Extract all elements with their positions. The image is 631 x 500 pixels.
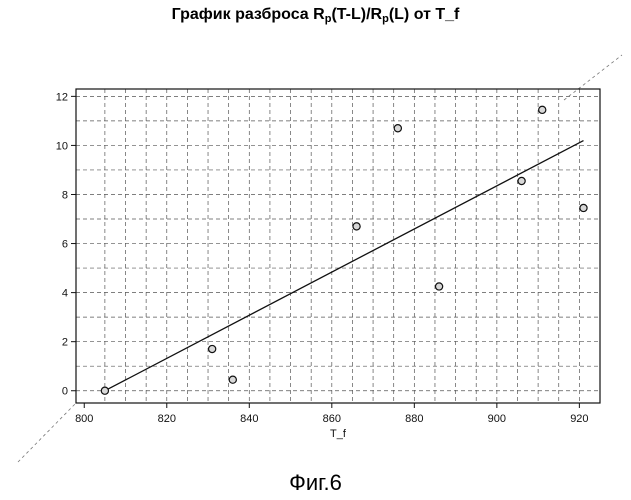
- decor-line-upper: [563, 54, 623, 101]
- fit-line: [104, 139, 584, 392]
- y-axis: 0 2 4 6 8 10 12: [56, 91, 76, 398]
- data-point: [100, 386, 110, 395]
- data-point: [517, 176, 526, 186]
- x-tick-label: 820: [158, 413, 176, 425]
- figure-caption: Фиг.6: [289, 470, 342, 495]
- plot-frame: [75, 88, 601, 404]
- y-tick-label: 2: [62, 337, 68, 349]
- data-points: [100, 105, 588, 395]
- decor-line-lower: [17, 402, 77, 463]
- data-point: [579, 203, 588, 213]
- data-point: [207, 344, 217, 354]
- data-point: [352, 222, 361, 231]
- y-tick-label: 6: [62, 239, 68, 251]
- y-tick-label: 12: [56, 91, 68, 103]
- x-tick-label: 860: [323, 413, 341, 425]
- x-axis-label: T_f: [330, 428, 347, 440]
- y-tick-label: 0: [62, 386, 68, 398]
- scan-artifacts: [17, 54, 623, 463]
- grid: [76, 89, 600, 403]
- x-axis: 800 820 840 860 880 900 920: [75, 403, 589, 425]
- data-point: [393, 124, 403, 133]
- y-tick-label: 10: [56, 140, 68, 152]
- x-tick-label: 920: [570, 413, 588, 425]
- data-point: [434, 282, 444, 291]
- x-tick-label: 900: [488, 413, 506, 425]
- data-point: [228, 375, 237, 384]
- y-tick-label: 4: [62, 288, 68, 300]
- x-tick-label: 800: [75, 413, 93, 425]
- x-tick-label: 840: [240, 413, 258, 425]
- chart-title: График разброса Rp(T-L)/Rp(L) от T_f: [171, 6, 460, 25]
- x-tick-label: 880: [405, 413, 423, 425]
- scatter-chart: 800 820 840 860 880 900 920 0 2 4 6 8 10 12 T_f: [17, 54, 623, 463]
- data-point: [538, 105, 547, 115]
- y-tick-label: 8: [62, 189, 68, 201]
